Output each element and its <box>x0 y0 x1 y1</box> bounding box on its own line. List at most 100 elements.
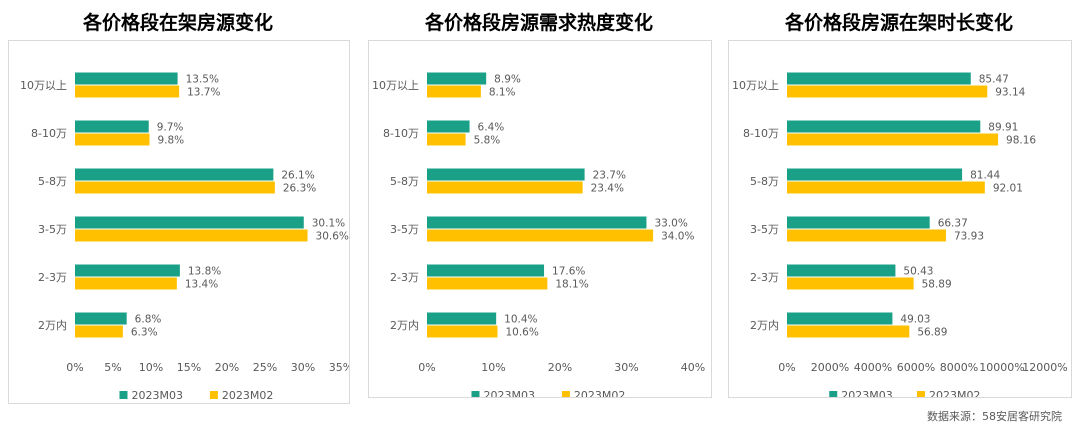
data-label: 6.4% <box>478 122 505 134</box>
x-tick-label: 40% <box>681 361 705 374</box>
data-label: 23.4% <box>591 183 624 195</box>
bar-2023M03 <box>787 264 896 277</box>
bar-2023M02 <box>787 181 985 194</box>
data-label: 49.03 <box>900 314 930 326</box>
data-label: 9.7% <box>157 122 184 134</box>
x-tick-label: 0% <box>778 361 795 374</box>
data-label: 89.91 <box>988 122 1018 134</box>
data-label: 10.4% <box>504 314 537 326</box>
data-source-note: 数据来源：58安居客研究院 <box>927 410 1062 423</box>
bar-chart-demand-heat: 10万以上 8.9%8.1% 8-10万 6.4%5.8% 5-8万 23.7%23.4%… <box>372 72 705 397</box>
chart-panel-listing-share: 10万以上 13.5% 13.7% 8-10万 9.7% 9.8% 5-8万 26.1% 26.… <box>8 40 350 404</box>
bar-2023M02 <box>787 325 910 338</box>
legend-label: 2023M02 <box>222 389 273 402</box>
data-label: 13.7% <box>187 87 220 99</box>
bar-2023M02 <box>75 133 150 146</box>
bar-2023M03 <box>75 120 149 133</box>
bar-2023M02 <box>787 133 999 146</box>
data-label: 5.8% <box>474 135 501 147</box>
x-tick-label: 10% <box>139 361 163 374</box>
data-label: 13.4% <box>185 279 218 291</box>
legend-swatch <box>471 391 480 397</box>
data-label: 81.44 <box>970 170 1000 182</box>
bar-2023M02 <box>75 229 308 242</box>
data-label: 85.47 <box>979 74 1009 86</box>
data-label: 6.8% <box>135 314 162 326</box>
bar-2023M02 <box>427 277 548 290</box>
x-tick-label: 0% <box>418 361 435 374</box>
legend-swatch <box>209 391 218 399</box>
bar-2023M03 <box>787 120 981 133</box>
category-label: 10万以上 <box>372 79 419 92</box>
x-tick-label: 12000% <box>1022 361 1067 374</box>
data-label: 98.16 <box>1006 135 1036 147</box>
legend-label: 2023M03 <box>841 389 892 397</box>
data-label: 26.3% <box>283 183 316 195</box>
category-label: 2万内 <box>38 318 67 332</box>
chart-title-demand-heat: 各价格段房源需求热度变化 <box>424 12 653 34</box>
bar-2023M02 <box>75 85 180 98</box>
data-label: 93.14 <box>995 87 1025 99</box>
category-label: 2-3万 <box>750 271 779 284</box>
category-label: 5-8万 <box>750 175 779 188</box>
category-label: 5-8万 <box>38 175 67 188</box>
x-tick-label: 35% <box>329 361 349 374</box>
bar-2023M02 <box>75 277 177 290</box>
data-label: 23.7% <box>593 170 626 182</box>
data-label: 58.89 <box>922 279 952 291</box>
data-label: 66.37 <box>938 218 968 230</box>
legend-swatch <box>561 391 570 397</box>
x-tick-label: 0% <box>66 361 83 374</box>
data-label: 26.1% <box>281 170 314 182</box>
category-label: 10万以上 <box>20 79 67 92</box>
bar-2023M02 <box>427 85 481 98</box>
data-label: 73.93 <box>954 231 984 243</box>
category-label: 8-10万 <box>743 127 779 140</box>
chart-panel-demand-heat: 10万以上 8.9% 8.1% 8-10万 6.4% 5.8% 5-8万 23.7% 23.4%… <box>368 40 712 398</box>
legend-swatch <box>119 391 128 399</box>
bar-2023M03 <box>75 72 178 85</box>
bar-2023M03 <box>427 312 497 325</box>
bar-2023M03 <box>75 312 127 325</box>
data-label: 50.43 <box>903 266 933 278</box>
bar-chart-listing-share: 10万以上 13.5%13.7% 8-10万 9.7%9.8% 5-8万 26.1%26.… <box>20 72 349 402</box>
bar-2023M03 <box>75 216 304 229</box>
bar-2023M02 <box>787 85 988 98</box>
data-label: 18.1% <box>555 279 588 291</box>
bar-2023M03 <box>427 168 585 181</box>
legend-label: 2023M02 <box>574 389 625 397</box>
x-tick-label: 4000% <box>854 361 892 374</box>
category-label: 2-3万 <box>38 271 67 284</box>
bar-2023M02 <box>787 229 946 242</box>
x-tick-label: 8000% <box>940 361 978 374</box>
data-label: 17.6% <box>552 266 585 278</box>
bar-2023M03 <box>787 312 893 325</box>
x-tick-label: 5% <box>104 361 121 374</box>
bar-2023M03 <box>427 72 487 85</box>
legend-label: 2023M02 <box>929 389 980 397</box>
bar-2023M02 <box>427 133 466 146</box>
data-label: 8.9% <box>494 74 521 86</box>
data-label: 8.1% <box>489 87 516 99</box>
category-label: 3-5万 <box>750 223 779 236</box>
legend-label: 2023M03 <box>131 389 182 402</box>
x-tick-label: 25% <box>253 361 277 374</box>
x-tick-label: 10% <box>481 361 505 374</box>
category-label: 2万内 <box>750 318 779 332</box>
bar-2023M03 <box>427 264 545 277</box>
data-label: 10.6% <box>505 327 538 339</box>
category-label: 2-3万 <box>390 271 419 284</box>
chart-title-listing-share: 各价格段在架房源变化 <box>82 12 273 34</box>
category-label: 8-10万 <box>383 127 419 140</box>
chart-title-listing-duration: 各价格段房源在架时长变化 <box>784 12 1013 34</box>
bar-2023M03 <box>427 120 470 133</box>
x-tick-label: 30% <box>291 361 315 374</box>
category-label: 2万内 <box>390 318 419 332</box>
data-label: 30.6% <box>316 231 349 243</box>
bar-2023M03 <box>427 216 647 229</box>
x-tick-label: 10000% <box>979 361 1024 374</box>
data-label: 33.0% <box>654 218 687 230</box>
x-tick-label: 30% <box>614 361 638 374</box>
bar-2023M02 <box>427 229 654 242</box>
